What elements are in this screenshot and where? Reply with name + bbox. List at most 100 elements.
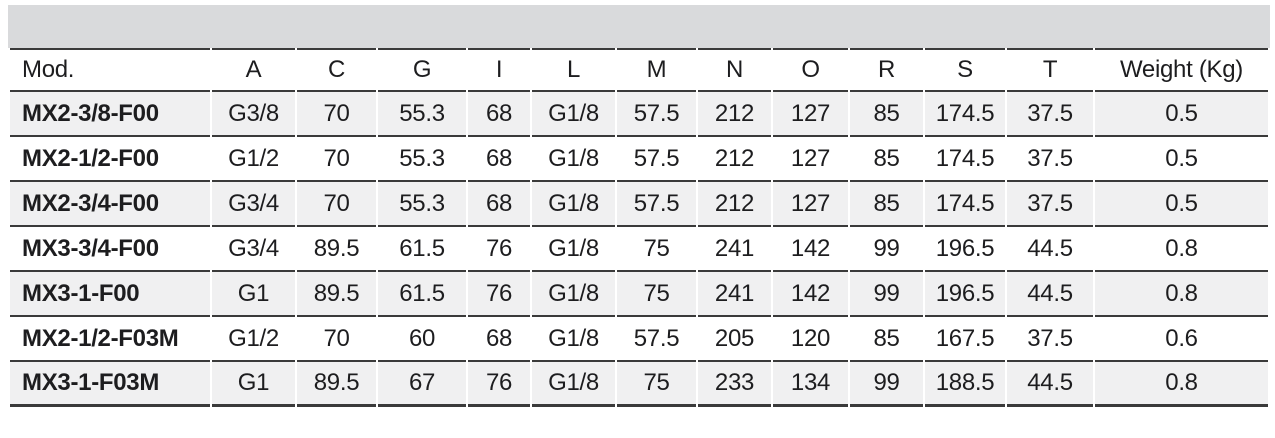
value-cell-g: 67	[378, 362, 466, 407]
value-cell-weight: 0.6	[1095, 317, 1268, 362]
value-cell-i: 76	[468, 272, 530, 317]
model-cell: MX2-1/2-F03M	[10, 317, 210, 362]
value-cell-m: 57.5	[617, 317, 696, 362]
table-row: MX3-1-F03M G1 89.5 67 76 G1/8 75 233 134…	[10, 362, 1268, 407]
value-cell-a: G3/4	[212, 182, 295, 227]
value-cell-i: 68	[468, 317, 530, 362]
value-cell-t: 37.5	[1007, 92, 1093, 137]
value-cell-m: 57.5	[617, 92, 696, 137]
value-cell-s: 196.5	[925, 272, 1005, 317]
value-cell-i: 68	[468, 137, 530, 182]
value-cell-n: 212	[698, 137, 771, 182]
value-cell-c: 70	[297, 317, 376, 362]
value-cell-a: G1	[212, 362, 295, 407]
model-cell: MX3-1-F03M	[10, 362, 210, 407]
value-cell-g: 61.5	[378, 272, 466, 317]
column-header-l: L	[532, 48, 615, 92]
value-cell-a: G1/2	[212, 317, 295, 362]
value-cell-c: 70	[297, 137, 376, 182]
value-cell-s: 188.5	[925, 362, 1005, 407]
value-cell-a: G3/4	[212, 227, 295, 272]
value-cell-t: 37.5	[1007, 182, 1093, 227]
value-cell-weight: 0.8	[1095, 227, 1268, 272]
column-header-g: G	[378, 48, 466, 92]
value-cell-weight: 0.5	[1095, 182, 1268, 227]
column-header-c: C	[297, 48, 376, 92]
value-cell-n: 241	[698, 272, 771, 317]
value-cell-o: 142	[773, 227, 848, 272]
value-cell-m: 75	[617, 272, 696, 317]
value-cell-weight: 0.8	[1095, 272, 1268, 317]
table-body: MX2-3/8-F00 G3/8 70 55.3 68 G1/8 57.5 21…	[10, 92, 1268, 407]
dimensions-table-section: Mod. A C G I L M N O R S T Weight (Kg) M…	[8, 5, 1270, 407]
value-cell-g: 60	[378, 317, 466, 362]
value-cell-l: G1/8	[532, 137, 615, 182]
value-cell-weight: 0.5	[1095, 92, 1268, 137]
value-cell-r: 99	[850, 362, 923, 407]
value-cell-n: 241	[698, 227, 771, 272]
value-cell-m: 57.5	[617, 137, 696, 182]
value-cell-s: 174.5	[925, 92, 1005, 137]
column-header-t: T	[1007, 48, 1093, 92]
value-cell-s: 174.5	[925, 137, 1005, 182]
table-row: MX2-1/2-F03M G1/2 70 60 68 G1/8 57.5 205…	[10, 317, 1268, 362]
column-header-s: S	[925, 48, 1005, 92]
value-cell-i: 76	[468, 227, 530, 272]
value-cell-c: 89.5	[297, 272, 376, 317]
column-header-weight: Weight (Kg)	[1095, 48, 1268, 92]
value-cell-t: 44.5	[1007, 227, 1093, 272]
column-header-mod: Mod.	[10, 48, 210, 92]
value-cell-c: 89.5	[297, 227, 376, 272]
value-cell-o: 134	[773, 362, 848, 407]
value-cell-g: 55.3	[378, 182, 466, 227]
value-cell-a: G3/8	[212, 92, 295, 137]
column-header-n: N	[698, 48, 771, 92]
header-row: Mod. A C G I L M N O R S T Weight (Kg)	[10, 48, 1268, 92]
value-cell-r: 85	[850, 137, 923, 182]
value-cell-n: 205	[698, 317, 771, 362]
value-cell-weight: 0.5	[1095, 137, 1268, 182]
model-cell: MX3-3/4-F00	[10, 227, 210, 272]
value-cell-r: 85	[850, 92, 923, 137]
value-cell-t: 44.5	[1007, 272, 1093, 317]
value-cell-a: G1/2	[212, 137, 295, 182]
value-cell-a: G1	[212, 272, 295, 317]
value-cell-r: 85	[850, 317, 923, 362]
value-cell-g: 55.3	[378, 92, 466, 137]
value-cell-i: 68	[468, 92, 530, 137]
column-header-r: R	[850, 48, 923, 92]
column-header-a: A	[212, 48, 295, 92]
value-cell-i: 76	[468, 362, 530, 407]
value-cell-l: G1/8	[532, 92, 615, 137]
value-cell-l: G1/8	[532, 227, 615, 272]
table-row: MX2-1/2-F00 G1/2 70 55.3 68 G1/8 57.5 21…	[10, 137, 1268, 182]
value-cell-l: G1/8	[532, 317, 615, 362]
value-cell-m: 75	[617, 362, 696, 407]
value-cell-o: 127	[773, 182, 848, 227]
value-cell-t: 37.5	[1007, 137, 1093, 182]
table-row: MX3-3/4-F00 G3/4 89.5 61.5 76 G1/8 75 24…	[10, 227, 1268, 272]
table-head: Mod. A C G I L M N O R S T Weight (Kg)	[10, 48, 1268, 92]
value-cell-weight: 0.8	[1095, 362, 1268, 407]
value-cell-m: 75	[617, 227, 696, 272]
table-row: MX3-1-F00 G1 89.5 61.5 76 G1/8 75 241 14…	[10, 272, 1268, 317]
table-row: MX2-3/4-F00 G3/4 70 55.3 68 G1/8 57.5 21…	[10, 182, 1268, 227]
value-cell-n: 212	[698, 92, 771, 137]
value-cell-t: 44.5	[1007, 362, 1093, 407]
value-cell-n: 212	[698, 182, 771, 227]
value-cell-s: 174.5	[925, 182, 1005, 227]
value-cell-m: 57.5	[617, 182, 696, 227]
value-cell-g: 55.3	[378, 137, 466, 182]
column-header-i: I	[468, 48, 530, 92]
value-cell-c: 89.5	[297, 362, 376, 407]
value-cell-r: 85	[850, 182, 923, 227]
value-cell-l: G1/8	[532, 182, 615, 227]
value-cell-l: G1/8	[532, 362, 615, 407]
value-cell-c: 70	[297, 182, 376, 227]
value-cell-o: 127	[773, 92, 848, 137]
column-header-o: O	[773, 48, 848, 92]
dimensions-table: Mod. A C G I L M N O R S T Weight (Kg) M…	[8, 48, 1270, 407]
value-cell-o: 127	[773, 137, 848, 182]
value-cell-n: 233	[698, 362, 771, 407]
value-cell-s: 167.5	[925, 317, 1005, 362]
